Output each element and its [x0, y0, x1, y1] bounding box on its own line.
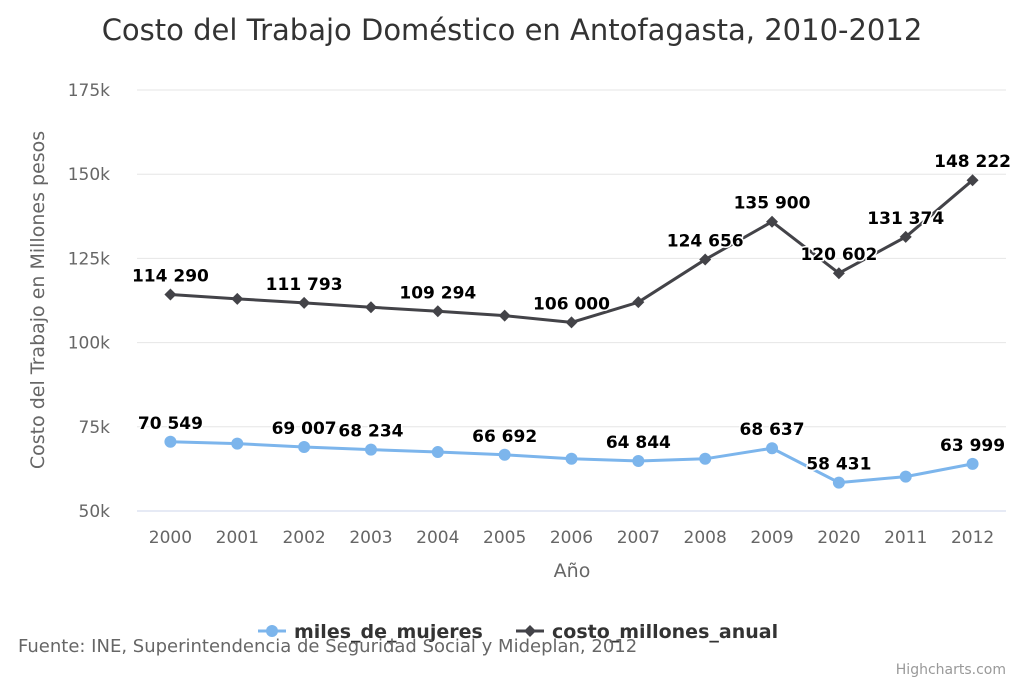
- source-note: Fuente: INE, Superintendencia de Segurid…: [18, 636, 637, 657]
- data-point[interactable]: [231, 437, 244, 450]
- data-label: 135 900: [734, 194, 811, 214]
- x-tick-label: 2001: [216, 528, 259, 548]
- data-point[interactable]: [565, 452, 578, 465]
- data-point[interactable]: [699, 452, 712, 465]
- legend-symbol-diamond: [524, 625, 536, 637]
- data-point[interactable]: [632, 296, 645, 309]
- legend-label: miles_de_mujeres: [294, 621, 483, 643]
- data-label: 120 602: [800, 245, 877, 265]
- legend[interactable]: miles_de_mujeres costo_millones_anual: [258, 621, 778, 643]
- data-label: 111 793: [266, 275, 343, 295]
- x-tick-label: 2008: [684, 528, 727, 548]
- data-point[interactable]: [498, 448, 511, 461]
- x-axis-title: Año: [554, 560, 591, 582]
- data-point[interactable]: [298, 440, 311, 453]
- x-tick-label: 2006: [550, 528, 593, 548]
- x-tick-label: 2002: [282, 528, 325, 548]
- x-tick-label: 2011: [884, 528, 927, 548]
- credits-link[interactable]: Highcharts.com: [896, 662, 1006, 678]
- data-point[interactable]: [364, 443, 377, 456]
- y-tick-label: 100k: [68, 334, 110, 354]
- x-tick-label: 2012: [951, 528, 994, 548]
- data-label: 64 844: [606, 433, 671, 453]
- legend-label: costo_millones_anual: [552, 621, 778, 643]
- data-point[interactable]: [632, 455, 645, 468]
- data-label: 114 290: [132, 266, 209, 286]
- data-label: 109 294: [399, 283, 476, 303]
- x-tick-label: 2020: [817, 528, 860, 548]
- data-label: 106 000: [533, 294, 610, 314]
- y-tick-label: 175k: [68, 81, 110, 101]
- data-point[interactable]: [766, 215, 779, 228]
- data-point[interactable]: [699, 253, 712, 266]
- data-label: 68 234: [338, 422, 403, 442]
- data-label: 66 692: [472, 427, 537, 447]
- data-point[interactable]: [966, 174, 979, 187]
- x-tick-label: 2009: [750, 528, 793, 548]
- data-label: 68 637: [740, 420, 805, 440]
- x-tick-label: 2004: [416, 528, 459, 548]
- data-point[interactable]: [832, 267, 845, 280]
- chart-title: Costo del Trabajo Doméstico en Antofagas…: [102, 13, 923, 47]
- data-point[interactable]: [431, 446, 444, 459]
- data-label: 58 431: [806, 455, 871, 475]
- data-label: 69 007: [272, 419, 337, 439]
- data-point[interactable]: [832, 476, 845, 489]
- legend-item-miles_de_mujeres[interactable]: miles_de_mujeres: [258, 621, 483, 643]
- data-point[interactable]: [565, 316, 578, 329]
- data-point[interactable]: [766, 442, 779, 455]
- data-point[interactable]: [164, 435, 177, 448]
- y-tick-label: 150k: [68, 165, 110, 185]
- y-tick-label: 125k: [68, 249, 110, 269]
- data-point[interactable]: [164, 288, 177, 301]
- data-label: 70 549: [138, 414, 203, 434]
- y-axis-ticks: 50k 75k 100k 125k 150k 175k: [68, 81, 110, 522]
- x-axis-ticks: 2000 2001 2002 2003 2004 2005 2006 2007 2008 2009…: [149, 528, 994, 548]
- data-point[interactable]: [431, 305, 444, 318]
- data-point[interactable]: [298, 296, 311, 309]
- x-tick-label: 2005: [483, 528, 526, 548]
- data-point[interactable]: [498, 309, 511, 322]
- legend-symbol-circle: [266, 625, 278, 637]
- y-axis-title: Costo del Trabajo en Millones pesos: [27, 131, 49, 469]
- y-tick-label: 50k: [79, 502, 111, 522]
- data-label: 124 656: [667, 232, 744, 252]
- data-label: 148 222: [934, 152, 1011, 172]
- y-tick-label: 75k: [79, 418, 111, 438]
- series-group: [164, 174, 979, 489]
- x-tick-label: 2007: [617, 528, 660, 548]
- x-tick-label: 2000: [149, 528, 192, 548]
- legend-item-costo_millones_anual[interactable]: costo_millones_anual: [516, 621, 778, 643]
- data-label: 131 374: [867, 209, 944, 229]
- x-tick-label: 2003: [349, 528, 392, 548]
- data-point[interactable]: [899, 230, 912, 243]
- grid-lines: [137, 89, 1006, 512]
- data-point[interactable]: [231, 292, 244, 305]
- data-point[interactable]: [899, 470, 912, 483]
- data-label: 63 999: [940, 436, 1005, 456]
- data-point[interactable]: [966, 457, 979, 470]
- data-point[interactable]: [364, 301, 377, 314]
